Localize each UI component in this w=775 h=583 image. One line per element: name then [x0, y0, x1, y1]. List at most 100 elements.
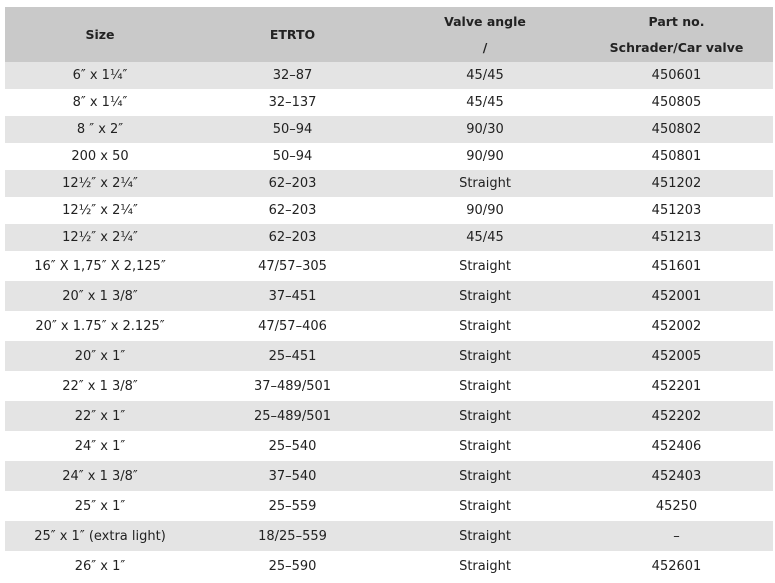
table-cell: Straight — [459, 348, 511, 364]
table-cell: 50–94 — [272, 149, 313, 164]
table-row: 200 x 50 50–94 90/90 450801 — [5, 143, 773, 170]
table-cell: 451213 — [651, 230, 702, 245]
table-row: 6″ x 1¼″ 32–87 45/45 450601 — [5, 62, 773, 89]
table-cell: 200 x 50 — [71, 149, 129, 164]
table-cell: 451203 — [651, 203, 702, 218]
table-cell: Straight — [459, 378, 511, 394]
header-text: Valve angle — [444, 13, 526, 29]
table-cell: 452601 — [651, 558, 702, 574]
table-cell: 45/45 — [466, 68, 504, 83]
table-cell: 25–540 — [268, 438, 317, 454]
header-text: ETRTO — [269, 26, 316, 42]
table-row: 26″ x 1″ 25–590 Straight 452601 — [5, 551, 773, 581]
table-cell: 16″ X 1,75″ X 2,125″ — [34, 258, 166, 274]
table-row: 24″ x 1″ 25–540 Straight 452406 — [5, 431, 773, 461]
table-cell: 452005 — [651, 348, 702, 364]
table-row: 22″ x 1″ 25–489/501 Straight 452202 — [5, 401, 773, 431]
table-row: 24″ x 1 3/8″ 37–540 Straight 452403 — [5, 461, 773, 491]
table-cell: 25–590 — [268, 558, 317, 574]
table-cell: 62–203 — [268, 203, 317, 218]
table-cell: 452202 — [651, 408, 702, 424]
table-cell: 450601 — [651, 68, 702, 83]
table-cell: 62–203 — [268, 176, 317, 191]
tube-table: Size ETRTO Valve angle / Part no. Schrader/Ca… — [5, 7, 773, 581]
table-cell: 45/45 — [466, 230, 504, 245]
table-row: 8 ″ x 2″ 50–94 90/30 450802 — [5, 116, 773, 143]
table-cell: 452403 — [651, 468, 702, 484]
table-row: 8″ x 1¼″ 32–137 45/45 450805 — [5, 89, 773, 116]
table-cell: 24″ x 1″ — [74, 438, 126, 454]
header-text: / — [482, 39, 488, 55]
header-cell: Part no. Schrader/Car valve — [580, 7, 773, 62]
table-cell: 8 ″ x 2″ — [76, 122, 124, 137]
table-cell: 37–451 — [268, 288, 317, 304]
table-cell: 450802 — [651, 122, 702, 137]
table-cell: 90/90 — [466, 203, 504, 218]
table-cell: 452406 — [651, 438, 702, 454]
table-cell: 45250 — [655, 498, 698, 514]
table-cell: 450805 — [651, 95, 702, 110]
table-cell: 25–451 — [268, 348, 317, 364]
table-row: 22″ x 1 3/8″ 37–489/501 Straight 452201 — [5, 371, 773, 401]
table-cell: 25″ x 1″ — [74, 498, 126, 514]
header-text: Size — [85, 26, 115, 42]
table-cell: 25″ x 1″ (extra light) — [34, 528, 166, 544]
table-cell: 32–87 — [272, 68, 313, 83]
table-body: 6″ x 1¼″ 32–87 45/45 450601 8″ x 1¼″ 32–137 45… — [5, 62, 773, 581]
table-cell: 18/25–559 — [258, 528, 327, 544]
table-cell: Straight — [459, 468, 511, 484]
table-cell: 452001 — [651, 288, 702, 304]
table-cell: 12½″ x 2¼″ — [62, 230, 138, 245]
table-row: 12½″ x 2¼″ 62–203 Straight 451202 — [5, 170, 773, 197]
table-cell: Straight — [459, 318, 511, 334]
table-cell: Straight — [459, 528, 511, 544]
table-cell: 451202 — [651, 176, 702, 191]
table-cell: 452002 — [651, 318, 702, 334]
table-cell: Straight — [459, 558, 511, 574]
header-cell: ETRTO — [195, 7, 390, 62]
table-row: 16″ X 1,75″ X 2,125″ 47/57–305 Straight 451… — [5, 251, 773, 281]
table-row: 20″ x 1″ 25–451 Straight 452005 — [5, 341, 773, 371]
table-header: Size ETRTO Valve angle / Part no. Schrader/Ca… — [5, 7, 773, 62]
header-text: Schrader/Car valve — [609, 39, 744, 55]
table-cell: 25–489/501 — [253, 408, 332, 424]
table-cell: Straight — [459, 258, 511, 274]
table-cell: 451601 — [651, 258, 702, 274]
header-row: Size ETRTO Valve angle / Part no. Schrader/Ca… — [5, 7, 773, 62]
table-cell: 50–94 — [272, 122, 313, 137]
table-cell: 20″ x 1.75″ x 2.125″ — [35, 318, 165, 334]
table-cell: Straight — [459, 438, 511, 454]
header-text: Part no. — [648, 13, 705, 29]
table-cell: Straight — [459, 408, 511, 424]
table-cell: 37–489/501 — [253, 378, 332, 394]
table-cell: 20″ x 1″ — [74, 348, 126, 364]
header-cell: Valve angle / — [390, 7, 580, 62]
table-cell: 90/90 — [466, 149, 504, 164]
table-cell: Straight — [459, 288, 511, 304]
table-cell: 452201 — [651, 378, 702, 394]
table-cell: 450801 — [651, 149, 702, 164]
table-row: 12½″ x 2¼″ 62–203 90/90 451203 — [5, 197, 773, 224]
table-cell: 6″ x 1¼″ — [72, 68, 128, 83]
header-cell: Size — [5, 7, 195, 62]
table-cell: 45/45 — [466, 95, 504, 110]
table-row: 25″ x 1″ (extra light) 18/25–559 Straight – — [5, 521, 773, 551]
table-cell: 12½″ x 2¼″ — [62, 203, 138, 218]
table-cell: 32–137 — [268, 95, 317, 110]
table-cell: 26″ x 1″ — [74, 558, 126, 574]
table-cell: – — [673, 528, 680, 544]
table-cell: 90/30 — [466, 122, 504, 137]
table-row: 25″ x 1″ 25–559 Straight 45250 — [5, 491, 773, 521]
table-cell: 22″ x 1 3/8″ — [62, 378, 138, 394]
table-row: 12½″ x 2¼″ 62–203 45/45 451213 — [5, 224, 773, 251]
table-cell: 8″ x 1¼″ — [72, 95, 128, 110]
table-cell: 47/57–305 — [258, 258, 327, 274]
table-cell: Straight — [459, 176, 511, 191]
table-cell: 20″ x 1 3/8″ — [62, 288, 138, 304]
table-cell: 12½″ x 2¼″ — [62, 176, 138, 191]
table-cell: 22″ x 1″ — [74, 408, 126, 424]
table-cell: 25–559 — [268, 498, 317, 514]
table-row: 20″ x 1.75″ x 2.125″ 47/57–406 Straight 452… — [5, 311, 773, 341]
table-cell: Straight — [459, 498, 511, 514]
